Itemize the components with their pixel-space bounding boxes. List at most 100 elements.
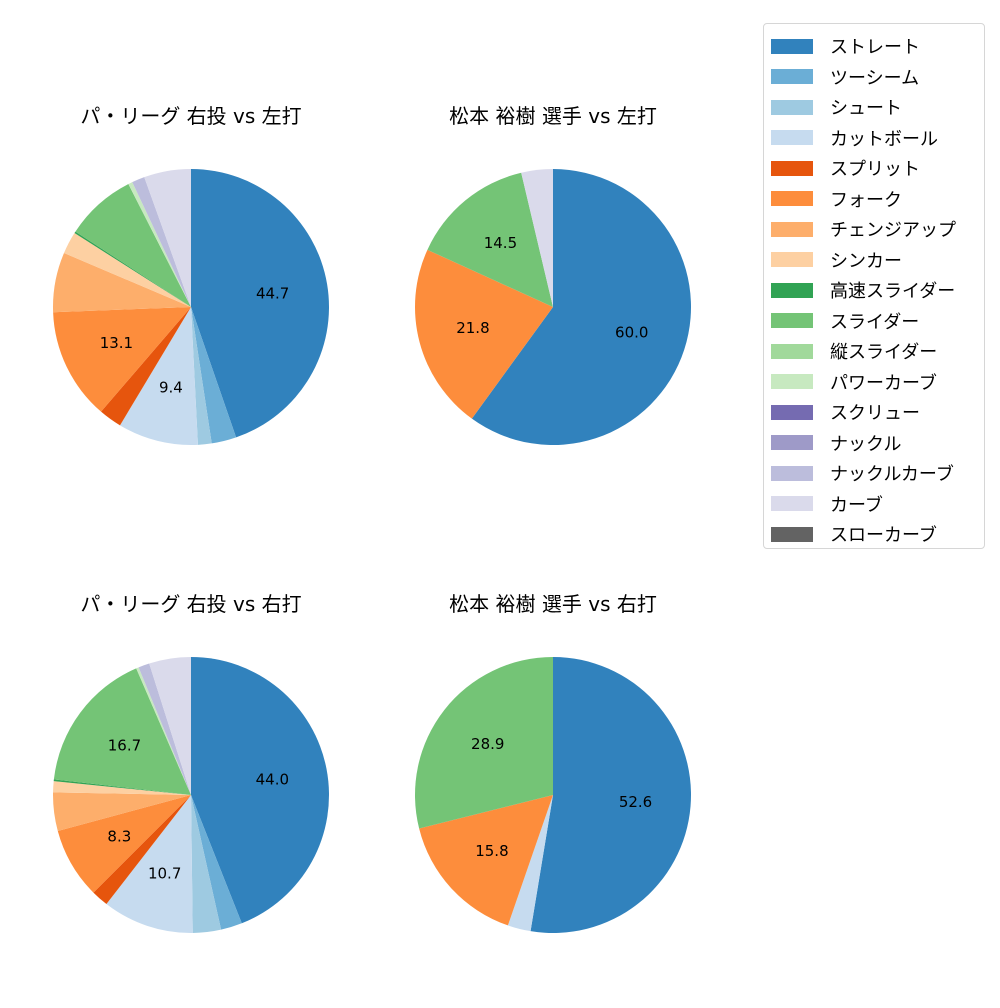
pie-slice [64, 233, 191, 307]
pie-panel-pl-vs-right: パ・リーグ 右投 vs 右打 44.0 10.7 8.3 16.7 [21, 588, 361, 1008]
pie-panel-pl-vs-left: パ・リーグ 右投 vs 左打 44.7 9.4 13.1 [21, 100, 361, 520]
legend-label: スプリット [830, 159, 920, 180]
pie-slice [53, 668, 191, 795]
legend-item: スプリット [771, 158, 920, 180]
pie-slice [191, 657, 330, 924]
legend-label: スローカーブ [830, 525, 937, 546]
pie-chart: 44.7 9.4 13.1 [53, 169, 329, 445]
pie-slice [136, 667, 191, 795]
legend: ストレート ツーシーム シュート カットボール スプリット フォーク チェンジア… [763, 23, 985, 549]
pie-slice [53, 792, 191, 831]
pie-slice [53, 252, 191, 313]
pie-slice [101, 307, 191, 426]
legend-item: シンカー [771, 250, 902, 272]
slice-value-label: 21.8 [456, 319, 489, 337]
slice-value-label: 15.8 [475, 842, 508, 860]
pie-slice [132, 177, 191, 307]
legend-item: ナックル [771, 433, 902, 455]
pie-slice [521, 169, 553, 307]
legend-swatch [771, 99, 813, 115]
legend-label: 縦スライダー [830, 342, 938, 363]
pie-slice [93, 795, 191, 905]
pie-slice [191, 307, 237, 444]
legend-swatch [771, 69, 813, 84]
legend-label: スクリュー [830, 403, 920, 424]
legend-item: ストレート [771, 36, 920, 58]
pie-slice [106, 795, 193, 933]
pie-slice [138, 663, 191, 795]
legend-item: パワーカーブ [771, 372, 937, 394]
legend-swatch [771, 160, 813, 176]
chart-title: パ・リーグ 右投 vs 右打 [80, 592, 302, 616]
chart-title: パ・リーグ 右投 vs 左打 [80, 104, 302, 128]
pie-slice [427, 172, 553, 307]
legend-swatch [771, 526, 813, 542]
legend-swatch [771, 496, 813, 511]
legend-label: スライダー [830, 311, 920, 333]
chart-title: 松本 裕樹 選手 vs 左打 [449, 104, 657, 128]
pie-slice [144, 169, 191, 307]
legend-label: ナックルカーブ [830, 464, 954, 485]
slice-value-label: 8.3 [107, 827, 131, 845]
pie-slice [191, 169, 329, 438]
slice-value-label: 10.7 [148, 865, 181, 883]
pie-slice [530, 657, 691, 933]
legend-label: フォーク [830, 189, 902, 211]
slice-value-label: 44.0 [256, 770, 289, 788]
legend-label: シュート [830, 98, 902, 119]
legend-label: ストレート [830, 37, 920, 58]
legend-swatch [771, 282, 813, 298]
pie-panel-matsumoto-vs-left: 松本 裕樹 選手 vs 左打 60.0 21.8 14.5 [383, 100, 723, 520]
legend-item: 高速スライダー [771, 280, 956, 302]
slice-value-label: 13.1 [100, 334, 133, 352]
legend-swatch [771, 404, 813, 420]
slice-value-label: 28.9 [471, 735, 504, 753]
pie-slice [415, 249, 553, 419]
legend-label: カーブ [830, 494, 883, 516]
legend-item: スクリュー [771, 402, 920, 424]
legend-swatch [771, 435, 813, 450]
legend-item: 縦スライダー [771, 341, 938, 363]
legend-swatch [771, 191, 813, 206]
legend-label: チェンジアップ [830, 220, 956, 241]
legend-item: ナックルカーブ [771, 463, 954, 485]
legend-swatch [771, 130, 813, 145]
slice-value-label: 60.0 [615, 324, 648, 342]
legend-item: シュート [771, 97, 902, 119]
legend-item: フォーク [771, 189, 902, 211]
legend-label: 高速スライダー [830, 281, 956, 302]
pie-slice [120, 307, 198, 445]
legend-swatch [771, 313, 813, 328]
legend-item: チェンジアップ [771, 219, 956, 241]
pie-slice [507, 795, 553, 932]
pie-slice [53, 781, 191, 795]
pie-slice [53, 779, 191, 795]
pie-chart: 52.6 15.8 28.9 [415, 657, 691, 933]
pie-slice [149, 657, 191, 795]
pie-slice [191, 795, 242, 930]
pie-slice [75, 184, 191, 307]
legend-item: カットボール [771, 128, 938, 150]
legend-item: ツーシーム [771, 67, 919, 89]
legend-label: パワーカーブ [830, 372, 937, 394]
legend-item: カーブ [771, 494, 883, 516]
slice-value-label: 9.4 [159, 378, 183, 396]
legend-swatch [771, 465, 813, 481]
slice-value-label: 52.6 [619, 793, 652, 811]
pie-slice [415, 657, 553, 829]
pie-chart: 44.0 10.7 8.3 16.7 [53, 657, 330, 933]
pie-slice [53, 307, 191, 412]
pie-slice [128, 182, 191, 307]
legend-label: カットボール [830, 128, 938, 150]
legend-swatch [771, 343, 813, 359]
pie-slice [57, 795, 192, 893]
legend-swatch [771, 252, 813, 267]
pie-slice [471, 169, 691, 445]
slice-value-label: 14.5 [484, 234, 517, 252]
legend-swatch [771, 221, 813, 237]
slice-value-label: 44.7 [256, 284, 289, 302]
legend-label: ナックル [830, 433, 902, 455]
pie-chart: 60.0 21.8 14.5 [415, 169, 691, 445]
pie-slice [419, 795, 553, 926]
chart-title: 松本 裕樹 選手 vs 右打 [449, 592, 657, 616]
